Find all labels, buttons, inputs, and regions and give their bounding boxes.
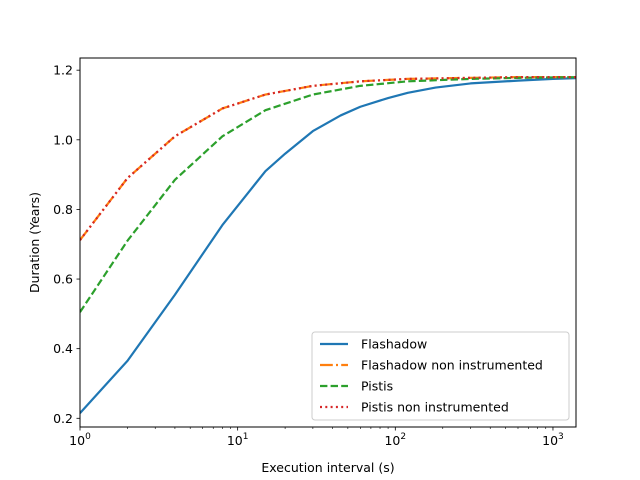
x-tick-label: 102	[384, 432, 406, 448]
y-axis-label: Duration (Years)	[27, 192, 42, 293]
series-line-0	[80, 77, 576, 414]
x-tick-label: 101	[227, 432, 249, 448]
y-tick-label: 1.0	[53, 132, 73, 147]
y-tick-label: 0.8	[53, 202, 73, 217]
legend-label-1: Flashadow non instrumented	[361, 358, 543, 373]
legend: Flashadow Flashadow non instrumented Pisti…	[311, 331, 570, 421]
series-layer	[80, 76, 576, 414]
legend-label-0: Flashadow	[361, 337, 427, 352]
y-tick-label: 0.4	[53, 341, 73, 356]
x-axis: 100 101 102 103	[69, 427, 564, 448]
y-tick-label: 0.6	[53, 272, 73, 287]
x-tick-label: 103	[542, 432, 564, 448]
y-tick-label: 1.2	[53, 63, 73, 78]
x-tick-label: 100	[69, 432, 91, 448]
series-line-2	[80, 76, 576, 313]
plot-frame	[79, 57, 577, 428]
legend-label-2: Pistis	[361, 379, 393, 394]
legend-label-3: Pistis non instrumented	[361, 400, 509, 415]
y-axis: 0.2 0.4 0.6 0.8 1.0 1.2	[53, 63, 80, 426]
y-tick-label: 0.2	[53, 411, 73, 426]
x-axis-label: Execution interval (s)	[261, 460, 394, 475]
legend-box	[311, 331, 570, 421]
